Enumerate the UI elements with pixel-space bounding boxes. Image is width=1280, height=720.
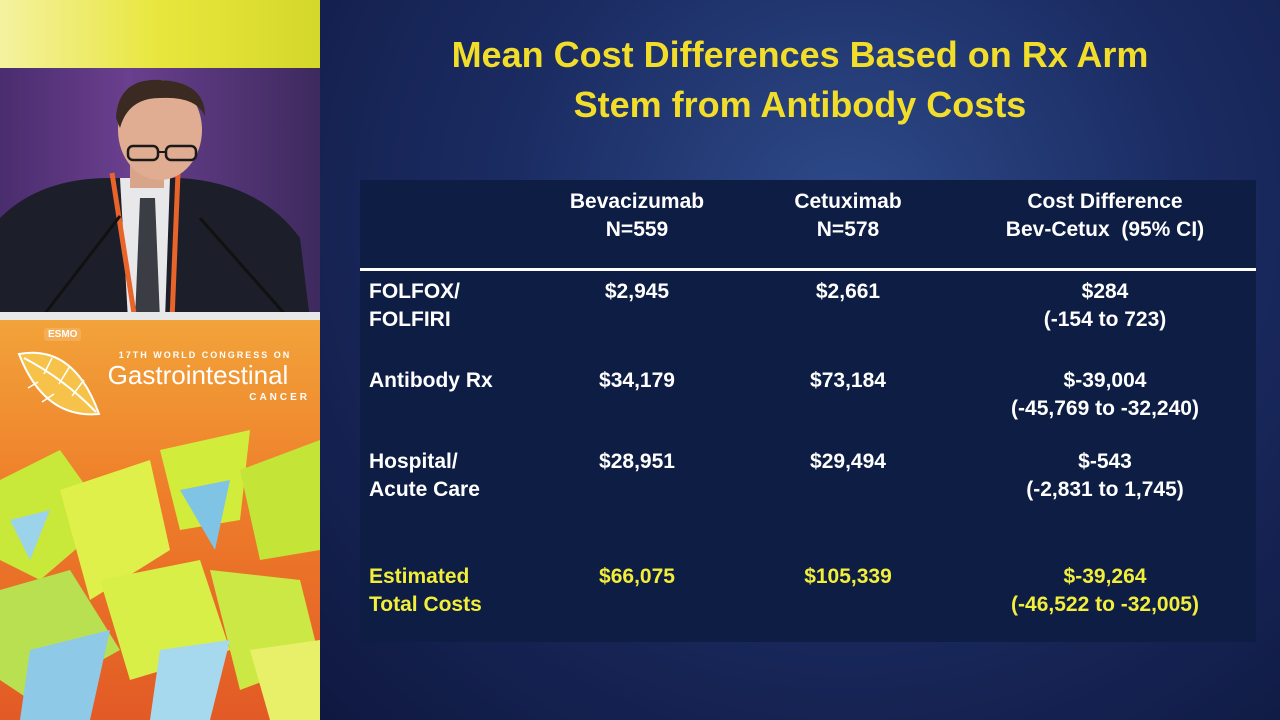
banner-title: Gastrointestinal	[107, 360, 289, 390]
cell-cet-total: $105,339	[804, 565, 892, 588]
cell-diff-folfox: $284 (-154 to 723)	[1043, 280, 1167, 331]
cell-cet-hospital: $29,494	[810, 450, 886, 473]
row-label-hospital: Hospital/ Acute Care	[369, 450, 480, 501]
cell-diff-total: $-39,264 (-46,522 to -32,005)	[1011, 565, 1199, 616]
row-label-total: Estimated Total Costs	[369, 565, 482, 616]
row-label-folfox: FOLFOX/ FOLFIRI	[369, 280, 460, 331]
cell-bev-antibody: $34,179	[599, 369, 675, 392]
slide-title: Mean Cost Differences Based on Rx Arm St…	[320, 30, 1280, 130]
cell-bev-total: $66,075	[599, 565, 675, 588]
cell-cet-folfox: $2,661	[815, 280, 881, 303]
cell-cet-antibody: $73,184	[810, 369, 886, 392]
conference-banner: ESMO 17TH WORLD CONGRESS ON Gastrointest…	[0, 320, 320, 720]
top-color-bar	[0, 0, 320, 68]
banner-pattern	[0, 430, 320, 720]
video-panel: ESMO 17TH WORLD CONGRESS ON Gastrointest…	[0, 0, 320, 720]
table-header-divider	[360, 268, 1256, 271]
slide-title-line-1: Mean Cost Differences Based on Rx Arm	[451, 34, 1149, 75]
column-header-cost-difference: Cost Difference Bev-Cetux (95% CI)	[1005, 190, 1205, 241]
slide-title-line-2: Stem from Antibody Costs	[573, 84, 1027, 125]
presentation-slide: Mean Cost Differences Based on Rx Arm St…	[320, 0, 1280, 720]
cell-diff-hospital: $-543 (-2,831 to 1,745)	[1026, 450, 1184, 501]
leaf-logo-icon	[17, 351, 101, 416]
column-header-bevacizumab: Bevacizumab N=559	[569, 190, 705, 241]
cell-diff-antibody: $-39,004 (-45,769 to -32,240)	[1011, 369, 1199, 420]
cost-table	[360, 180, 1256, 642]
banner-cancer-text: CANCER	[249, 392, 310, 403]
row-label-antibody: Antibody Rx	[369, 369, 493, 392]
column-header-cetuximab: Cetuximab N=578	[794, 190, 902, 241]
esmo-logo: ESMO	[44, 328, 82, 341]
banner-subtitle: 17TH WORLD CONGRESS ON	[118, 350, 292, 360]
cell-bev-hospital: $28,951	[599, 450, 675, 473]
cell-bev-folfox: $2,945	[604, 280, 670, 303]
speaker-figure	[0, 79, 320, 320]
